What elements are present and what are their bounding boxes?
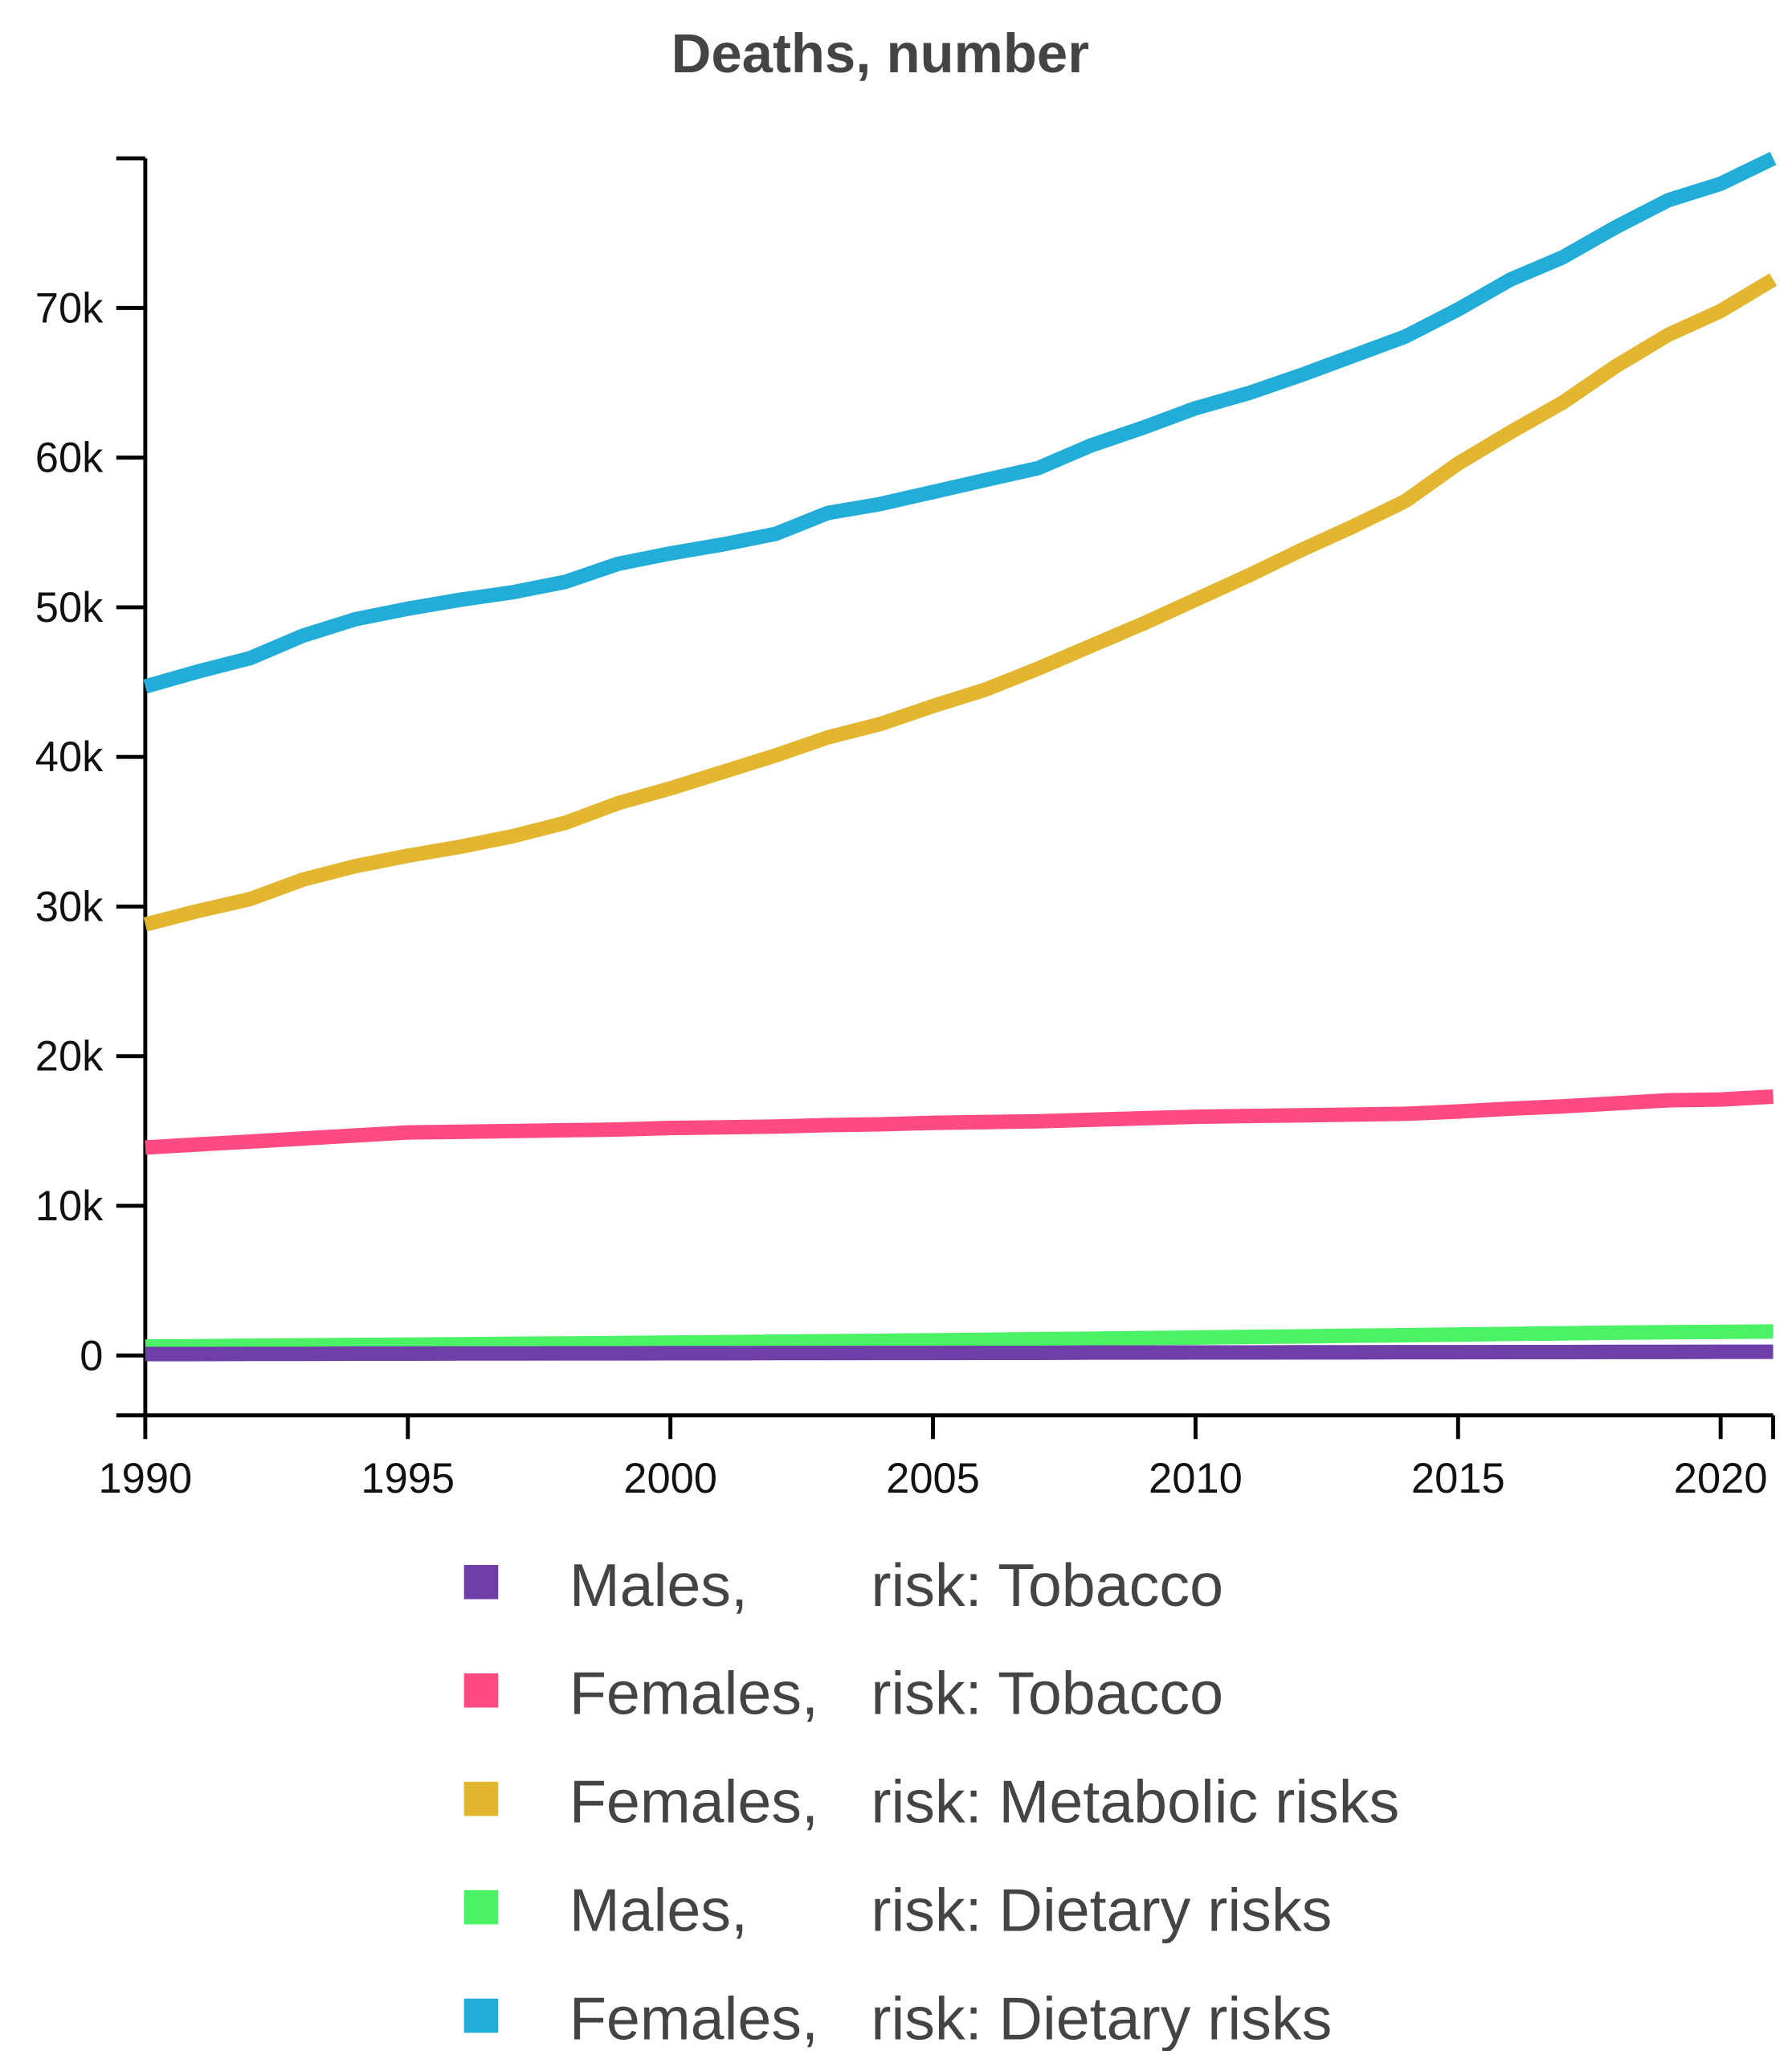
legend-item: Females, risk: Dietary risks bbox=[463, 1985, 1332, 2051]
legend-swatch bbox=[463, 1564, 499, 1600]
legend-group-label: Females, bbox=[569, 1985, 818, 2051]
legend-swatch bbox=[463, 1998, 499, 2033]
series-line-1 bbox=[145, 1089, 1774, 1155]
y-tick-label: 60k bbox=[35, 435, 104, 482]
x-tick-label: 1990 bbox=[99, 1456, 193, 1502]
legend: Males, risk: Tobacco Females, risk: Tobacco… bbox=[463, 1551, 1399, 2051]
series-line-0 bbox=[145, 1344, 1774, 1362]
legend-group-label: Females, bbox=[569, 1768, 818, 1836]
series-line-3 bbox=[145, 1324, 1774, 1354]
legend-item: Females, risk: Metabolic risks bbox=[463, 1768, 1399, 1836]
legend-risk-label: risk: Dietary risks bbox=[871, 1877, 1332, 1944]
legend-item: Males, risk: Tobacco bbox=[463, 1551, 1223, 1619]
legend-risk-label: risk: Tobacco bbox=[871, 1660, 1223, 1727]
legend-risk-label: risk: Metabolic risks bbox=[871, 1768, 1399, 1836]
chart-title: Deaths, number bbox=[671, 22, 1089, 84]
legend-item: Males, risk: Dietary risks bbox=[463, 1877, 1332, 1944]
legend-swatch bbox=[463, 1890, 499, 1925]
legend-item: Females, risk: Tobacco bbox=[463, 1660, 1223, 1727]
legend-risk-label: risk: Dietary risks bbox=[871, 1985, 1332, 2051]
legend-swatch bbox=[463, 1673, 499, 1708]
y-tick-label: 20k bbox=[35, 1034, 104, 1081]
y-tick-label: 70k bbox=[35, 285, 104, 332]
legend-group-label: Males, bbox=[569, 1877, 748, 1944]
y-tick-label: 0 bbox=[80, 1333, 103, 1379]
legend-risk-label: risk: Tobacco bbox=[871, 1551, 1223, 1619]
y-tick-label: 30k bbox=[35, 884, 104, 930]
y-tick-label: 10k bbox=[35, 1183, 104, 1230]
series-lines bbox=[143, 151, 1778, 1362]
axes: 0 10k 20k 30k 40k 50k 60k 70k 1990 1995 2000 2005 20… bbox=[35, 156, 1775, 1502]
legend-swatch bbox=[463, 1781, 499, 1816]
x-tick-label: 2020 bbox=[1674, 1456, 1768, 1502]
legend-group-label: Females, bbox=[569, 1660, 818, 1727]
x-tick-label: 1995 bbox=[361, 1456, 455, 1502]
x-tick-label: 2010 bbox=[1149, 1456, 1243, 1502]
y-tick-label: 50k bbox=[35, 585, 104, 631]
x-tick-label: 2005 bbox=[886, 1456, 980, 1502]
legend-group-label: Males, bbox=[569, 1551, 748, 1619]
series-line-2 bbox=[143, 273, 1778, 932]
x-tick-label: 2000 bbox=[623, 1456, 717, 1502]
y-tick-label: 40k bbox=[35, 734, 104, 781]
x-tick-label: 2015 bbox=[1411, 1456, 1505, 1502]
series-line-4 bbox=[143, 151, 1777, 694]
